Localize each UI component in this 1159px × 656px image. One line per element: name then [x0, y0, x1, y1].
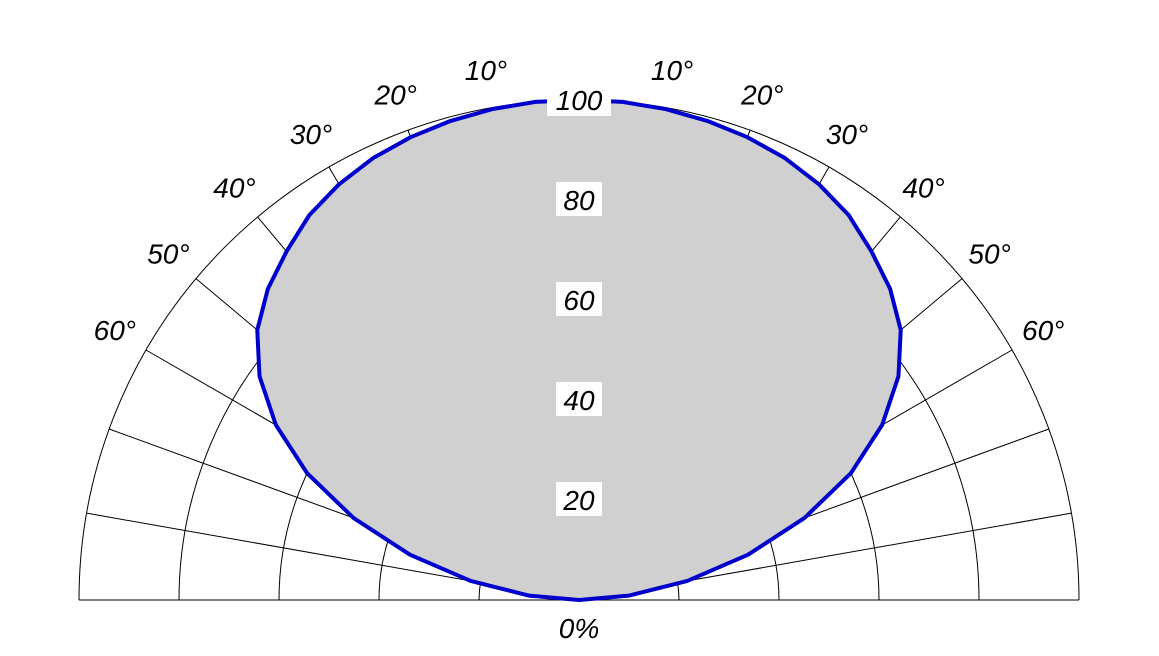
polar-chart-container: { "polar_chart": { "type": "polar", "cen… — [0, 0, 1159, 656]
angle-label--10: 10° — [465, 55, 507, 86]
radial-label-60: 60 — [563, 285, 595, 316]
radial-label-80: 80 — [563, 185, 595, 216]
radial-label-20: 20 — [562, 485, 595, 516]
radial-label-100: 100 — [556, 85, 603, 116]
polar-chart-svg: 20 40 60 80 100 60° 50° 40° 30° 20° 10° 10° 20° 30° 40… — [0, 0, 1159, 656]
angle-label-20: 20° — [740, 79, 783, 110]
angle-label-10: 10° — [651, 55, 693, 86]
angle-label--30: 30° — [290, 119, 332, 150]
angle-label--50: 50° — [147, 238, 189, 269]
angle-label--60: 60° — [94, 315, 136, 346]
angle-label-50: 50° — [968, 238, 1010, 269]
angle-label-40: 40° — [902, 172, 944, 203]
radial-label-40: 40 — [563, 385, 595, 416]
angle-label--20: 20° — [374, 79, 417, 110]
angle-label-30: 30° — [826, 119, 868, 150]
angle-label--40: 40° — [213, 172, 255, 203]
zero-label: 0% — [559, 613, 599, 644]
angle-label-60: 60° — [1022, 315, 1064, 346]
